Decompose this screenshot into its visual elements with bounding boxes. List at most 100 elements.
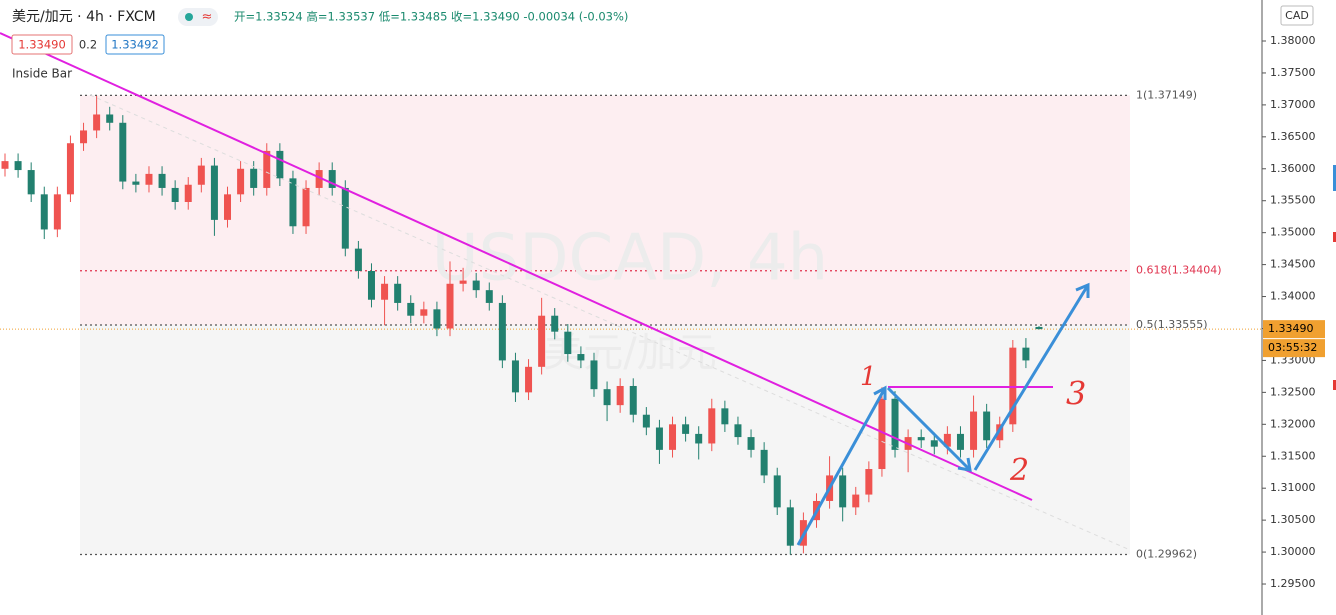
candle-body	[237, 168, 245, 195]
candle-body	[786, 507, 794, 546]
candle-body	[472, 280, 480, 291]
y-tick-label: 1.34500	[1270, 258, 1316, 271]
candle-body	[943, 433, 951, 447]
candle-body	[132, 181, 140, 185]
candle-body	[655, 427, 663, 450]
candle-body	[1022, 347, 1030, 361]
symbol[interactable]: 美元/加元 · 4h · FXCM	[12, 9, 156, 25]
indicator-label[interactable]: Inside Bar	[12, 67, 72, 81]
fib-zone	[80, 270, 1130, 325]
candle-body	[773, 475, 781, 508]
last-price-box	[1263, 320, 1325, 339]
y-tick-label: 1.29500	[1270, 577, 1316, 590]
marker	[1333, 232, 1336, 242]
spread: 0.2	[79, 38, 97, 52]
watermark: 美元/加元	[543, 330, 716, 376]
candle-body	[603, 389, 611, 406]
candle-body	[158, 173, 166, 188]
fib-label: 0.5(1.33555)	[1136, 318, 1208, 331]
candle-body	[184, 184, 192, 202]
candle-body	[930, 440, 938, 447]
candle-body	[642, 414, 650, 428]
candle-body	[669, 424, 677, 450]
ask: 1.33492	[111, 38, 159, 52]
ohlc: 开=1.33524 高=1.33537 低=1.33485 收=1.33490 …	[234, 10, 628, 24]
candle-body	[53, 194, 61, 230]
candle-body	[394, 283, 402, 303]
candle-body	[289, 178, 297, 227]
y-tick-label: 1.37000	[1270, 98, 1316, 111]
candle-body	[433, 309, 441, 329]
y-tick-label: 1.35500	[1270, 194, 1316, 207]
y-tick-label: 1.38000	[1270, 34, 1316, 47]
y-tick-label: 1.36000	[1270, 162, 1316, 175]
candle-body	[1, 161, 9, 169]
candle-body	[27, 170, 35, 195]
candle-body	[695, 433, 703, 444]
currency: CAD	[1285, 9, 1309, 22]
candle-body	[551, 315, 559, 332]
candle-body	[629, 385, 637, 415]
candle-body	[564, 331, 572, 355]
candle-body	[276, 150, 284, 179]
candle-body	[970, 411, 978, 450]
fib-label: 0(1.29962)	[1136, 548, 1197, 561]
candle-body	[498, 302, 506, 361]
y-tick-label: 1.35000	[1270, 226, 1316, 239]
y-tick-label: 1.30000	[1270, 545, 1316, 558]
candle-body	[917, 437, 925, 441]
status-pill[interactable]	[178, 8, 218, 26]
candle-body	[839, 475, 847, 508]
price-axis-labels: 1.29500 1.30000 1.30500 1.31000 1.31500 1.320…	[1262, 34, 1325, 590]
countdown: 03:55:32	[1268, 341, 1317, 354]
y-tick-label: 1.31500	[1270, 449, 1316, 462]
status-icon: ≈	[202, 10, 213, 25]
candle-body	[119, 122, 127, 182]
candle-body	[721, 408, 729, 425]
candle-body	[983, 411, 991, 441]
price-axis[interactable]	[1262, 0, 1336, 615]
trendline[interactable]	[0, 32, 1033, 501]
candle-body	[734, 424, 742, 438]
candle-body	[106, 114, 114, 123]
ask-box[interactable]	[105, 34, 165, 55]
watermark: USDCAD, 4h	[432, 222, 828, 296]
candle-body	[446, 283, 454, 329]
y-tick-label: 1.30500	[1270, 513, 1316, 526]
y-tick-label: 1.34000	[1270, 290, 1316, 303]
annotation: 2	[1009, 453, 1029, 488]
candle-body	[525, 366, 533, 393]
candle-body	[538, 315, 546, 367]
candle-body	[747, 437, 755, 450]
y-tick-label: 1.32000	[1270, 417, 1316, 430]
candle-body	[210, 165, 218, 220]
arrows[interactable]	[796, 282, 1090, 546]
currency-box[interactable]	[1280, 5, 1314, 26]
candle-body	[93, 114, 101, 131]
candle-body	[66, 143, 74, 195]
candle-body	[354, 248, 362, 271]
background-layer: 1(1.37149) 0.618(1.34404) 0.5(1.33555) 0(1.…	[0, 88, 1262, 561]
candle-body	[616, 385, 624, 406]
y-tick-label: 1.31000	[1270, 481, 1316, 494]
candle-body	[1035, 326, 1043, 330]
candle-body	[590, 360, 598, 390]
candle-body	[381, 283, 389, 300]
candle-body	[420, 309, 428, 316]
candle-body	[865, 469, 873, 495]
candle-body	[956, 433, 964, 450]
candle-body	[341, 187, 349, 249]
y-tick-label: 1.37500	[1270, 66, 1316, 79]
candle-body	[171, 187, 179, 202]
candle-body	[315, 170, 323, 188]
bid-box[interactable]	[11, 34, 73, 55]
candle-body	[708, 408, 716, 444]
y-tick-label: 1.36500	[1270, 130, 1316, 143]
marker	[1333, 165, 1336, 191]
candle-body	[367, 270, 375, 300]
annotation: 1	[860, 362, 877, 392]
candle-body	[682, 424, 690, 434]
candle-body	[40, 194, 48, 230]
candle-body	[485, 290, 493, 303]
